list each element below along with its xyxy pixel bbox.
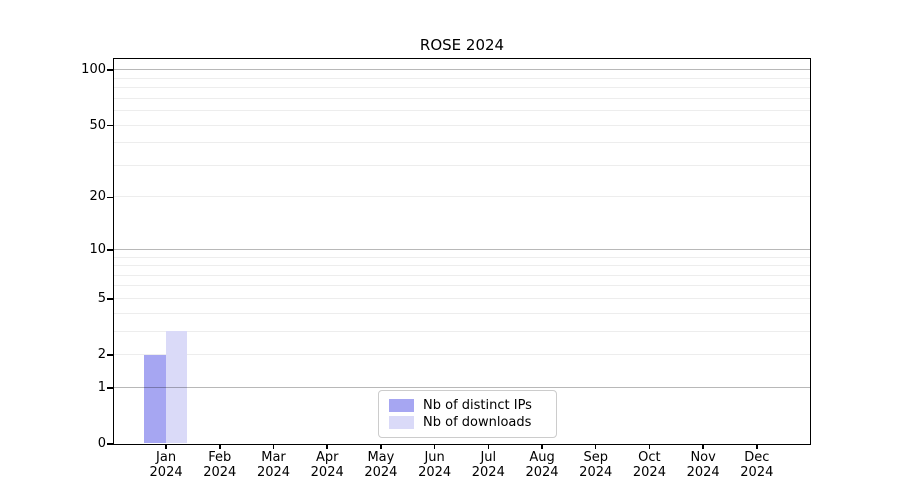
major-gridline — [113, 248, 810, 250]
x-tick-year: 2024 — [310, 465, 344, 480]
minor-gridline — [113, 97, 810, 99]
y-tick-label: 10 — [89, 241, 106, 257]
x-tick-label: Oct 2024 — [609, 450, 689, 480]
legend-label: Nb of distinct IPs — [423, 398, 532, 413]
chart-title: ROSE 2024 — [419, 36, 505, 54]
x-tick-label: Jun 2024 — [395, 450, 475, 480]
x-tick-label: Jul 2024 — [448, 450, 528, 480]
y-tick-mark — [107, 196, 113, 199]
x-tick-label: Apr 2024 — [287, 450, 367, 480]
x-tick-mark — [272, 444, 275, 449]
y-tick-mark — [107, 69, 113, 71]
x-tick-year: 2024 — [740, 465, 774, 480]
minor-gridline — [113, 274, 810, 276]
x-tick-month: Feb — [208, 450, 232, 465]
minor-gridline — [113, 110, 810, 112]
x-tick-mark — [648, 444, 651, 449]
y-tick-mark — [107, 354, 113, 356]
x-tick-month: May — [367, 450, 395, 465]
x-tick-month: Oct — [638, 450, 661, 465]
legend-label: Nb of downloads — [423, 415, 532, 430]
minor-gridline — [113, 285, 810, 287]
x-tick-label: May 2024 — [341, 450, 421, 480]
legend-swatch — [389, 416, 414, 429]
x-tick-year: 2024 — [203, 465, 237, 480]
x-tick-month: Jan — [156, 450, 177, 465]
minor-gridline — [113, 297, 810, 299]
minor-gridline — [113, 256, 810, 258]
x-tick-month: Mar — [261, 450, 286, 465]
y-tick-mark — [107, 387, 113, 389]
x-tick-mark — [756, 444, 758, 449]
x-tick-year: 2024 — [525, 465, 559, 480]
x-tick-year: 2024 — [471, 465, 505, 480]
x-tick-label: Sep 2024 — [556, 450, 636, 480]
x-tick-month: Nov — [690, 450, 716, 465]
x-tick-label: Dec 2024 — [717, 450, 797, 480]
x-tick-year: 2024 — [364, 465, 398, 480]
y-tick-label: 5 — [97, 290, 106, 306]
x-tick-mark — [541, 444, 543, 449]
plot-area — [112, 57, 811, 445]
x-tick-year: 2024 — [149, 465, 183, 480]
y-tick-mark — [107, 443, 113, 445]
minor-gridline — [113, 87, 810, 89]
x-tick-month: Jul — [480, 450, 497, 465]
minor-gridline — [113, 354, 810, 356]
x-tick-month: Apr — [315, 450, 339, 465]
x-tick-year: 2024 — [686, 465, 720, 480]
minor-gridline — [113, 330, 810, 332]
x-tick-mark — [219, 444, 221, 449]
major-gridline — [113, 386, 810, 388]
x-tick-year: 2024 — [418, 465, 452, 480]
x-tick-month: Aug — [529, 450, 555, 465]
minor-gridline — [113, 164, 810, 166]
bar — [165, 331, 188, 444]
x-tick-mark — [165, 444, 167, 449]
y-tick-mark — [107, 124, 113, 127]
x-tick-year: 2024 — [632, 465, 666, 480]
y-tick-mark — [107, 249, 113, 251]
legend: Nb of distinct IPs Nb of downloads — [378, 390, 557, 438]
x-tick-month: Dec — [744, 450, 770, 465]
x-tick-year: 2024 — [579, 465, 613, 480]
x-tick-mark — [326, 444, 328, 449]
x-tick-mark — [702, 444, 704, 449]
x-tick-month: Sep — [583, 450, 608, 465]
x-tick-month: Jun — [424, 450, 445, 465]
x-tick-mark — [433, 444, 436, 449]
minor-gridline — [113, 196, 810, 198]
y-tick-mark — [107, 298, 113, 300]
minor-gridline — [113, 77, 810, 79]
y-tick-label: 100 — [81, 62, 106, 78]
legend-item: Nb of downloads — [389, 414, 548, 431]
legend-item: Nb of distinct IPs — [389, 397, 548, 414]
minor-gridline — [113, 142, 810, 144]
major-gridline — [113, 69, 810, 71]
x-tick-year: 2024 — [256, 465, 291, 480]
minor-gridline — [113, 124, 810, 126]
x-tick-mark — [380, 444, 382, 449]
x-tick-label: Jan 2024 — [126, 450, 206, 480]
y-tick-label: 0 — [97, 436, 106, 451]
x-tick-label: Nov 2024 — [663, 450, 743, 480]
minor-gridline — [113, 265, 810, 267]
bar — [144, 354, 166, 444]
y-tick-label: 50 — [89, 117, 106, 133]
x-tick-label: Aug 2024 — [502, 450, 582, 480]
y-tick-label: 2 — [97, 347, 106, 363]
x-tick-label: Mar 2024 — [234, 450, 314, 480]
x-tick-mark — [594, 444, 597, 449]
x-tick-label: Feb 2024 — [180, 450, 260, 480]
y-tick-label: 1 — [97, 379, 106, 395]
minor-gridline — [113, 312, 810, 314]
x-tick-mark — [487, 444, 490, 449]
legend-swatch — [389, 399, 414, 412]
y-tick-label: 20 — [89, 189, 106, 205]
